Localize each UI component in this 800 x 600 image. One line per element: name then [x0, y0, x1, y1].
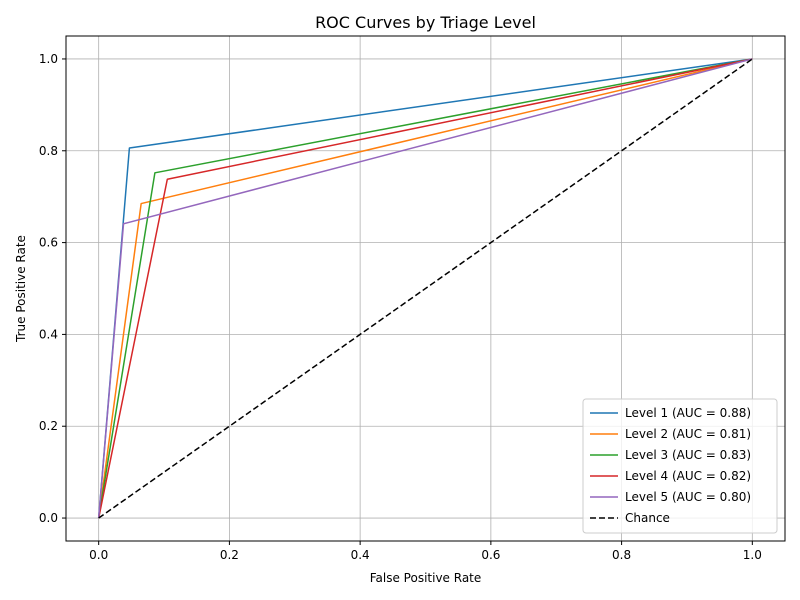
legend-entry: Level 3 (AUC = 0.83) [625, 448, 751, 462]
legend-box [582, 398, 778, 534]
series-line-3 [97, 58, 753, 519]
axis-ticks: 0.0 0.2 0.4 0.6 0.8 1.0 0.0 0.2 0.4 0.6 0.8 1.0 [39, 52, 762, 562]
y-tick-label: 0.0 [39, 511, 58, 525]
series-line-5 [97, 58, 753, 519]
series-line-6 [98, 58, 753, 519]
chart-title: ROC Curves by Triage Level [315, 13, 536, 32]
y-tick-label: 1.0 [39, 52, 58, 66]
x-tick-label: 0.2 [220, 548, 239, 562]
legend-entry: Level 4 (AUC = 0.82) [625, 469, 751, 483]
series-line-2 [97, 58, 753, 519]
legend-entry: Chance [625, 511, 670, 525]
series-lines [97, 58, 753, 519]
legend-entry: Level 1 (AUC = 0.88) [625, 406, 751, 420]
x-tick-label: 0.4 [351, 548, 370, 562]
x-tick-label: 0.8 [612, 548, 631, 562]
x-tick-label: 1.0 [743, 548, 762, 562]
y-tick-label: 0.6 [39, 236, 58, 250]
x-tick-label: 0.0 [89, 548, 108, 562]
legend-entry: Level 5 (AUC = 0.80) [625, 490, 751, 504]
legend-entry: Level 2 (AUC = 0.81) [625, 427, 751, 441]
y-tick-label: 0.4 [39, 327, 58, 341]
legend: Level 1 (AUC = 0.88) Level 2 (AUC = 0.81)… [582, 398, 778, 534]
y-tick-label: 0.8 [39, 144, 58, 158]
x-axis-label: False Positive Rate [370, 571, 482, 585]
y-tick-label: 0.2 [39, 419, 58, 433]
plot-frame [65, 35, 786, 542]
x-tick-label: 0.6 [481, 548, 500, 562]
series-line-4 [97, 58, 753, 519]
y-axis-label: True Positive Rate [14, 235, 28, 343]
